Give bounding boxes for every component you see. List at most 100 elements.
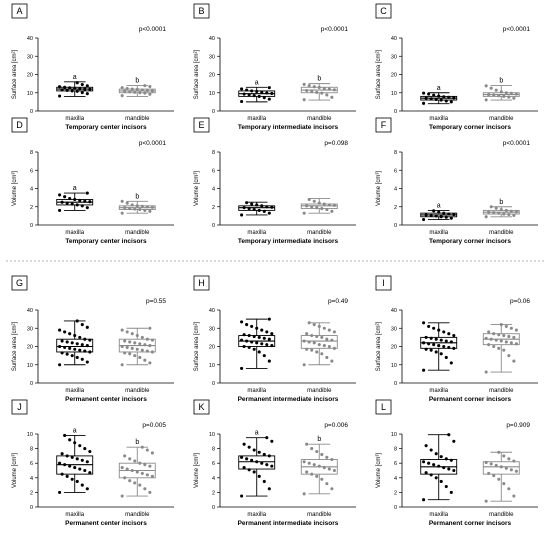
y-tick-label: 30 bbox=[391, 326, 397, 332]
significance-letter: a bbox=[255, 79, 259, 86]
y-tick-label: 4 bbox=[394, 187, 397, 193]
data-point bbox=[507, 354, 511, 358]
data-point bbox=[125, 201, 129, 205]
data-point bbox=[514, 469, 518, 473]
data-point bbox=[315, 334, 319, 339]
data-point bbox=[60, 351, 64, 355]
data-point bbox=[265, 330, 269, 334]
data-point bbox=[452, 468, 456, 473]
data-point bbox=[75, 319, 79, 323]
data-point bbox=[502, 454, 506, 458]
data-point bbox=[424, 96, 428, 100]
data-point bbox=[58, 85, 62, 89]
data-point bbox=[250, 89, 254, 93]
iqr-box bbox=[56, 338, 94, 353]
data-point bbox=[257, 94, 261, 98]
data-point bbox=[123, 339, 127, 343]
data-point bbox=[424, 444, 428, 448]
data-point bbox=[138, 91, 142, 95]
x-category-label: maxilla bbox=[429, 512, 448, 518]
data-point bbox=[75, 457, 79, 461]
panel-letter-box bbox=[375, 3, 392, 19]
data-point bbox=[70, 341, 74, 345]
x-axis-title: Permanent center incisors bbox=[65, 520, 147, 527]
data-point bbox=[432, 463, 436, 467]
data-point bbox=[128, 352, 132, 356]
data-point bbox=[307, 197, 311, 201]
data-point bbox=[143, 343, 147, 347]
data-point bbox=[452, 346, 456, 350]
significance-letter: b bbox=[135, 439, 139, 446]
data-point bbox=[133, 341, 137, 345]
data-point bbox=[437, 328, 441, 332]
data-point bbox=[312, 85, 316, 89]
data-point bbox=[138, 355, 142, 360]
data-point bbox=[499, 339, 503, 343]
data-point bbox=[150, 474, 154, 478]
data-point bbox=[487, 330, 491, 334]
data-point bbox=[133, 481, 137, 485]
data-point bbox=[123, 351, 127, 355]
data-point bbox=[145, 89, 149, 93]
data-point bbox=[252, 470, 256, 474]
data-point bbox=[449, 361, 453, 365]
data-point bbox=[130, 87, 134, 91]
panel-j: J 0 2 4 6 8 10 Volume [cm³] p=0.005 a maxilla b mand… bbox=[11, 399, 174, 527]
x-category-label: maxilla bbox=[65, 512, 84, 518]
data-point bbox=[125, 330, 129, 334]
data-point bbox=[432, 326, 436, 330]
data-point bbox=[422, 91, 426, 95]
panel-letter-box bbox=[11, 117, 28, 133]
data-point bbox=[489, 205, 493, 209]
y-tick-label: 0 bbox=[394, 109, 397, 115]
y-axis-label: Volume [cm³] bbox=[376, 453, 382, 488]
y-tick-label: 0 bbox=[394, 223, 397, 229]
y-tick-label: 2 bbox=[30, 205, 33, 211]
data-point bbox=[148, 464, 152, 468]
panel-l: L 0 2 4 6 8 10 Volume [cm³] p=0.909 maxilla mandib… bbox=[375, 399, 538, 527]
data-point bbox=[128, 479, 132, 483]
data-point bbox=[262, 354, 266, 358]
data-point bbox=[507, 457, 511, 461]
data-point bbox=[320, 207, 324, 211]
panel-letter: H bbox=[198, 278, 205, 288]
data-point bbox=[442, 95, 446, 99]
data-point bbox=[437, 210, 441, 214]
data-point bbox=[502, 482, 506, 486]
p-value: p<0.0001 bbox=[321, 26, 349, 33]
data-point bbox=[140, 445, 144, 449]
data-point bbox=[484, 370, 488, 374]
y-tick-label: 8 bbox=[212, 447, 215, 453]
panel-letter: F bbox=[381, 120, 387, 130]
data-point bbox=[145, 349, 149, 353]
y-tick-label: 8 bbox=[30, 150, 33, 156]
x-category-label: mandible bbox=[125, 230, 150, 236]
x-category-label: mandible bbox=[125, 388, 150, 394]
data-point bbox=[73, 197, 77, 201]
data-point bbox=[322, 202, 326, 206]
y-axis-label: Volume [cm³] bbox=[194, 171, 200, 206]
data-point bbox=[504, 466, 508, 470]
data-point bbox=[494, 463, 498, 467]
data-point bbox=[267, 337, 271, 341]
data-point bbox=[257, 450, 261, 454]
y-tick-label: 30 bbox=[27, 326, 33, 332]
data-point bbox=[305, 470, 309, 474]
y-axis-label: Volume [cm³] bbox=[376, 171, 382, 206]
y-tick-label: 8 bbox=[30, 447, 33, 453]
box-mandible: b mandible bbox=[300, 436, 338, 518]
data-point bbox=[449, 216, 453, 220]
data-point bbox=[487, 210, 491, 214]
data-point bbox=[83, 199, 87, 203]
data-point bbox=[143, 208, 147, 212]
data-point bbox=[245, 88, 249, 92]
y-tick-label: 20 bbox=[209, 73, 215, 79]
data-point bbox=[429, 97, 433, 101]
data-point bbox=[255, 326, 259, 330]
significance-letter: a bbox=[255, 430, 259, 437]
data-point bbox=[60, 200, 64, 204]
data-point bbox=[302, 363, 306, 367]
data-point bbox=[504, 208, 508, 212]
data-point bbox=[305, 332, 309, 336]
data-point bbox=[60, 472, 64, 476]
